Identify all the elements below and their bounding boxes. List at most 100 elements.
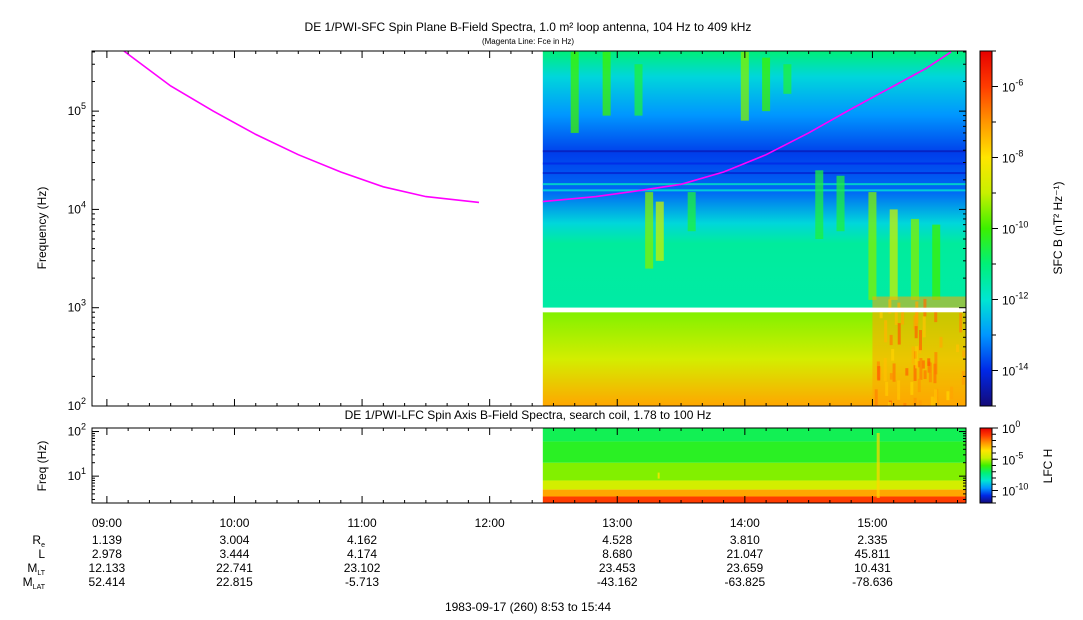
lfc-y-tick-label: 102 xyxy=(68,422,86,439)
lfc-burst xyxy=(657,472,660,479)
sfc-speckle xyxy=(959,312,963,333)
sfc-cbar-tick-label: 10-10 xyxy=(1002,220,1028,237)
sfc-speckle xyxy=(897,323,901,345)
sfc-burst xyxy=(634,64,643,116)
ephemeris-value: 3.810 xyxy=(730,533,760,547)
time-axis-labels: 09:00 10:00 11:00 12:00 13:00 14:00 15:00 xyxy=(92,516,888,530)
sfc-speckle xyxy=(874,389,878,406)
lfc-band xyxy=(542,489,966,497)
sfc-speckle xyxy=(894,310,898,325)
sfc-speckle xyxy=(888,299,892,314)
sfc-speckle xyxy=(939,336,943,348)
sfc-speckle xyxy=(914,326,918,339)
sfc-speckle xyxy=(930,396,934,406)
sfc-speckle xyxy=(962,350,966,358)
sfc-speckle xyxy=(946,391,950,401)
footer-title: 1983-09-17 (260) 8:53 to 15:44 xyxy=(445,600,611,614)
sfc-speckle xyxy=(921,360,925,369)
ephemeris-value: 23.102 xyxy=(344,561,381,575)
sfc-y-axis-label: Frequency (Hz) xyxy=(35,187,49,270)
sfc-burst xyxy=(815,170,824,240)
sfc-speckle xyxy=(877,366,881,381)
sfc-y-tick-label: 102 xyxy=(68,396,86,413)
ephemeris-value: 1.139 xyxy=(92,533,122,547)
sfc-x-ticks xyxy=(106,51,958,406)
lfc-y-axis-label: Freq (Hz) xyxy=(35,441,49,492)
sfc-cbar-tick-label: 10-8 xyxy=(1002,149,1023,166)
sfc-speckle xyxy=(913,397,917,406)
sfc-speckle xyxy=(905,368,909,376)
ephemeris-value: -43.162 xyxy=(597,575,638,589)
sfc-speckle xyxy=(901,307,905,325)
ephemeris-value: 3.004 xyxy=(219,533,249,547)
sfc-speckle xyxy=(923,370,927,380)
sfc-speckle xyxy=(915,301,919,324)
time-tick-label: 15:00 xyxy=(857,516,887,530)
lfc-colorbar-label: LFC H xyxy=(1041,449,1055,484)
sfc-speckle xyxy=(918,400,922,406)
time-tick-label: 12:00 xyxy=(475,516,505,530)
sfc-band-line xyxy=(542,150,966,153)
sfc-speckle xyxy=(897,302,901,309)
ephemeris-value: 21.047 xyxy=(726,547,763,561)
sfc-spectrogram-data xyxy=(542,51,966,406)
sfc-data-gap xyxy=(542,307,966,313)
sfc-band-line xyxy=(542,183,966,186)
sfc-speckle xyxy=(933,363,937,384)
sfc-cbar-tick-label: 10-6 xyxy=(1002,78,1023,95)
time-tick-label: 13:00 xyxy=(602,516,632,530)
ephemeris-value: -63.825 xyxy=(724,575,765,589)
ephemeris-value: 2.335 xyxy=(857,533,887,547)
ephemeris-value: 4.528 xyxy=(602,533,632,547)
sfc-speckle xyxy=(885,381,889,396)
sfc-speckle xyxy=(923,298,927,317)
sfc-speckle xyxy=(910,381,914,395)
sfc-speckle xyxy=(934,389,938,406)
ephemeris-value: 4.174 xyxy=(347,547,377,561)
sfc-speckle xyxy=(911,346,915,365)
sfc-cbar-tick-label: 10-12 xyxy=(1002,291,1028,308)
ephemeris-value: 3.444 xyxy=(219,547,249,561)
sfc-band-line xyxy=(542,162,966,165)
lfc-x-ticks xyxy=(106,428,958,503)
ephemeris-value: -78.636 xyxy=(852,575,893,589)
lfc-colorbar xyxy=(979,427,993,504)
sfc-speckle xyxy=(879,310,883,319)
sfc-y-tick-label: 104 xyxy=(68,199,86,216)
sfc-speckle xyxy=(928,362,932,383)
sfc-speckle xyxy=(913,365,917,381)
ephemeris-value: 2.978 xyxy=(92,547,122,561)
sfc-speckle xyxy=(922,316,926,338)
sfc-speckle xyxy=(927,358,931,366)
sfc-speckle xyxy=(956,344,960,353)
sfc-plot-frame xyxy=(91,50,967,407)
fce-line-segment-1 xyxy=(542,51,952,203)
sfc-burst xyxy=(570,51,579,133)
ephemeris-value: 22.815 xyxy=(216,575,253,589)
ephemeris-value: 10.431 xyxy=(854,561,891,575)
sfc-speckle xyxy=(892,363,896,382)
sfc-speckle xyxy=(889,334,893,346)
fce-line-segment-0 xyxy=(123,51,480,204)
sfc-speckle xyxy=(888,401,892,406)
sfc-speckle xyxy=(919,357,923,380)
lfc-colorbar-ticks: 100 10-5 10-10 xyxy=(992,419,1028,504)
lfc-spectrogram-data xyxy=(542,428,966,503)
ephemeris-value: 22.741 xyxy=(216,561,253,575)
main-title: DE 1/PWI-SFC Spin Plane B-Field Spectra,… xyxy=(305,20,752,34)
sfc-burst xyxy=(740,51,749,121)
time-tick-label: 09:00 xyxy=(92,516,122,530)
sfc-speckle xyxy=(889,373,893,380)
lfc-burst xyxy=(876,433,880,498)
ephemeris-value: 23.659 xyxy=(726,561,763,575)
sfc-speckle xyxy=(934,311,938,323)
sfc-y-tick-label: 103 xyxy=(68,298,86,315)
sfc-burst xyxy=(655,201,664,261)
fce-line-layer xyxy=(123,51,952,204)
sfc-speckle xyxy=(961,370,965,385)
sfc-speckle xyxy=(917,361,921,368)
ephemeris-value: 45.811 xyxy=(855,547,891,561)
sfc-y-tick-label: 105 xyxy=(68,101,86,118)
